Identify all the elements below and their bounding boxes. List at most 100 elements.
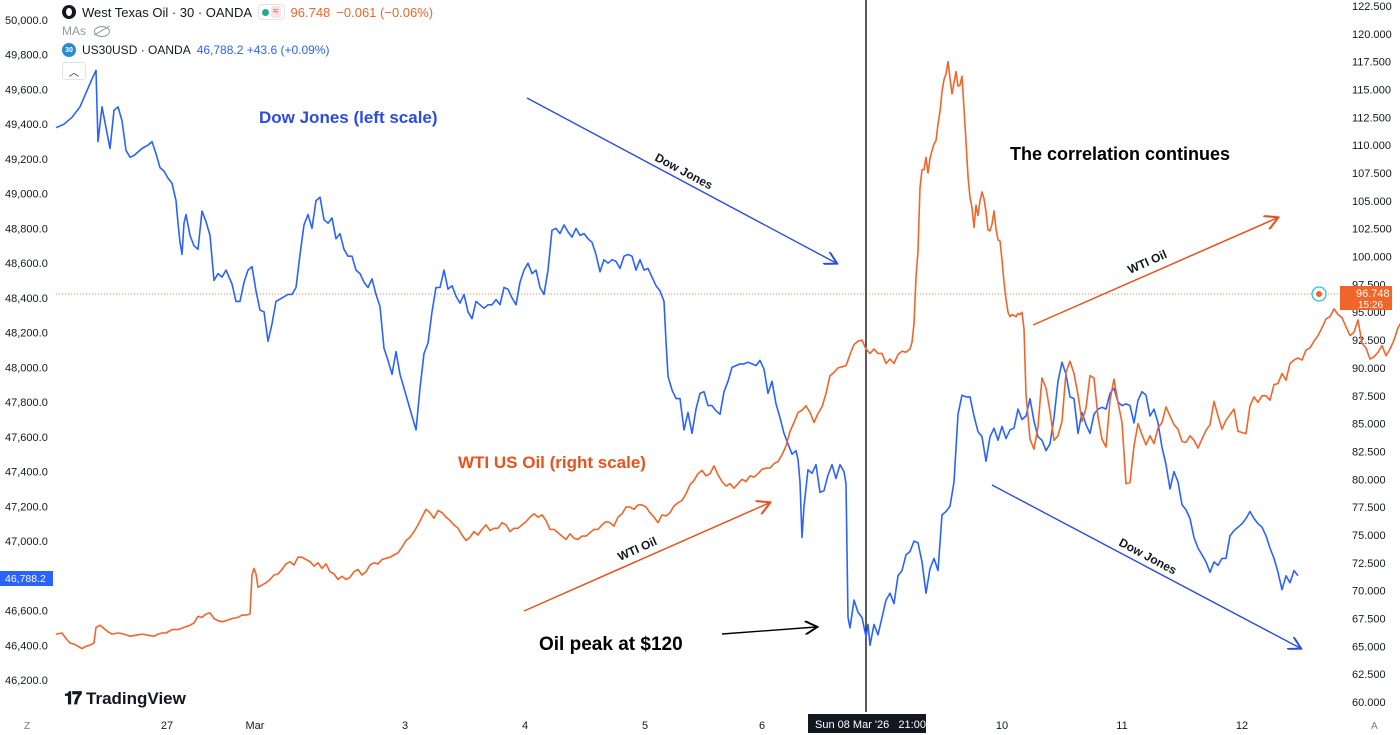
right-tick-label: 62.500 <box>1352 669 1386 681</box>
right-tick-label: 67.500 <box>1352 613 1386 625</box>
right-tick-label: 70.000 <box>1352 586 1386 598</box>
annotation-correlation: The correlation continues <box>1010 144 1230 164</box>
wti-oil-series-line <box>55 60 1400 650</box>
right-tick-label: 65.000 <box>1352 641 1386 653</box>
annotation-oil-peak: Oil peak at $120 <box>539 634 683 655</box>
left-tick-label: 47,200.0 <box>5 501 48 513</box>
mas-label: MAs <box>62 24 86 38</box>
right-tick-label: 110.000 <box>1352 140 1391 152</box>
arrow-label-oil-2: WTI Oil <box>1126 247 1169 277</box>
time-tick-label: 12 <box>1236 720 1248 732</box>
arrow-oil-up-2 <box>1032 218 1277 326</box>
time-tick-label: 11 <box>1116 720 1127 732</box>
market-open-icon <box>262 8 270 16</box>
right-price-tag <box>1340 286 1392 310</box>
right-tick-label: 107.500 <box>1352 168 1392 180</box>
left-price-tag-value: 46,788.2 <box>5 573 46 585</box>
annotation-dow-left-scale: Dow Jones (left scale) <box>259 108 438 127</box>
corner-label-left: Z <box>24 721 30 732</box>
right-tick-label: 82.500 <box>1352 446 1386 458</box>
right-tick-label: 122.500 <box>1352 1 1392 13</box>
right-tick-label: 92.500 <box>1352 335 1386 347</box>
left-tick-label: 46,400.0 <box>5 640 48 652</box>
symbol-change: −0.061 (−0.06%) <box>336 4 434 20</box>
time-tick-label: 4 <box>522 720 528 732</box>
right-tick-label: 115.000 <box>1352 85 1391 97</box>
right-tick-label: 60.000 <box>1352 697 1386 709</box>
oil-drop-icon <box>62 5 76 19</box>
right-tick-label: 90.000 <box>1352 363 1386 375</box>
right-tick-label: 95.000 <box>1352 307 1386 319</box>
left-tick-label: 49,800.0 <box>5 50 48 62</box>
left-tick-label: 48,200.0 <box>5 328 48 340</box>
symbol-header: West Texas Oil · 30 · OANDA ≈ 96.748 −0.… <box>62 4 433 20</box>
left-tick-label: 49,400.0 <box>5 119 48 131</box>
tradingview-logo[interactable]: 𝟏𝟕 TradingView <box>64 688 186 709</box>
time-axis: 27 Mar 3 4 5 6 10 11 12 <box>161 720 1248 732</box>
left-tick-label: 49,600.0 <box>5 84 48 96</box>
corner-label-right: A <box>1371 721 1378 732</box>
arrow-dow-down-2 <box>991 484 1300 648</box>
arrow-label-oil-1: WTI Oil <box>616 534 659 564</box>
left-tick-label: 50,000.0 <box>5 15 48 27</box>
market-status-pill[interactable]: ≈ <box>258 4 285 20</box>
wave-icon: ≈ <box>271 6 281 18</box>
right-tick-label: 117.500 <box>1352 57 1391 69</box>
left-tick-label: 46,200.0 <box>5 675 48 687</box>
right-tick-label: 75.000 <box>1352 530 1386 542</box>
left-tick-label: 48,400.0 <box>5 293 48 305</box>
tradingview-logo-text: TradingView <box>86 688 186 708</box>
right-tick-label: 105.000 <box>1352 196 1392 208</box>
left-price-tag <box>0 571 53 586</box>
left-tick-label: 47,400.0 <box>5 467 48 479</box>
eye-hidden-icon[interactable] <box>94 25 110 37</box>
right-tick-label: 102.500 <box>1352 224 1392 236</box>
chevron-up-icon[interactable]: ︿ <box>62 62 86 80</box>
left-tick-label: 49,200.0 <box>5 154 48 166</box>
time-tick-label: 5 <box>642 720 648 732</box>
symbol-price: 96.748 <box>290 4 331 20</box>
current-price-marker <box>1311 286 1327 302</box>
left-tick-label: 47,800.0 <box>5 397 48 409</box>
crosshair-time-label: Sun 08 Mar '26 21:00 <box>815 719 926 731</box>
tradingview-mark-icon: 𝟏𝟕 <box>64 688 82 708</box>
arrow-label-dow-1: Dow Jones <box>653 150 716 192</box>
dow-jones-series-line <box>55 69 1299 647</box>
left-tick-label: 48,600.0 <box>5 258 48 270</box>
arrow-oil-up-1 <box>523 503 769 612</box>
left-tick-label: 47,600.0 <box>5 432 48 444</box>
left-axis: 50,000.0 49,800.0 49,600.0 49,400.0 49,200.0… <box>5 15 48 687</box>
right-tick-label: 80.000 <box>1352 474 1386 486</box>
right-tick-label: 87.500 <box>1352 391 1386 403</box>
left-tick-label: 48,800.0 <box>5 223 48 235</box>
right-tick-label: 85.000 <box>1352 419 1386 431</box>
overlay-symbol-row[interactable]: 30 US30USD · OANDA 46,788.2 +43.6 (+0.09… <box>62 43 329 57</box>
left-tick-label: 46,600.0 <box>5 606 48 618</box>
time-tick-label: Mar <box>246 720 265 732</box>
arrow-oil-peak <box>721 627 816 634</box>
right-tick-label: 112.500 <box>1352 112 1391 124</box>
time-tick-label: 10 <box>996 720 1008 732</box>
left-tick-label: 49,000.0 <box>5 189 48 201</box>
time-tick-label: 6 <box>759 720 765 732</box>
right-tick-label: 77.500 <box>1352 502 1386 514</box>
right-price-tag-value: 96.748 <box>1356 288 1390 300</box>
us30-icon: 30 <box>62 43 76 57</box>
right-axis: 122.500 120.000 117.500 115.000 112.500 110.0… <box>1352 1 1392 709</box>
time-tick-label: 27 <box>161 720 173 732</box>
annotation-wti-right-scale: WTI US Oil (right scale) <box>458 453 646 472</box>
right-tick-label: 72.500 <box>1352 558 1386 570</box>
symbol-title[interactable]: West Texas Oil · 30 · OANDA <box>82 4 253 20</box>
time-tick-label: 3 <box>402 720 408 732</box>
left-tick-label: 47,000.0 <box>5 536 48 548</box>
right-tick-label: 120.000 <box>1352 29 1392 41</box>
right-price-tag-time: 15:26 <box>1358 300 1383 311</box>
indicator-mas[interactable]: MAs <box>62 24 110 38</box>
overlay-value: 46,788.2 +43.6 (+0.09%) <box>196 43 330 57</box>
overlay-symbol: US30USD · OANDA <box>82 43 191 57</box>
left-tick-label: 48,000.0 <box>5 362 48 374</box>
arrow-dow-down-1 <box>526 97 836 263</box>
crosshair-time-label-bg <box>808 714 926 733</box>
right-tick-label: 100.000 <box>1352 252 1392 264</box>
